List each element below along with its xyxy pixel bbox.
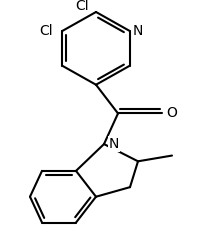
Text: Cl: Cl: [39, 24, 53, 38]
Text: Cl: Cl: [75, 0, 89, 13]
Text: N: N: [133, 24, 143, 38]
Text: O: O: [167, 106, 177, 121]
Text: N: N: [109, 137, 119, 151]
